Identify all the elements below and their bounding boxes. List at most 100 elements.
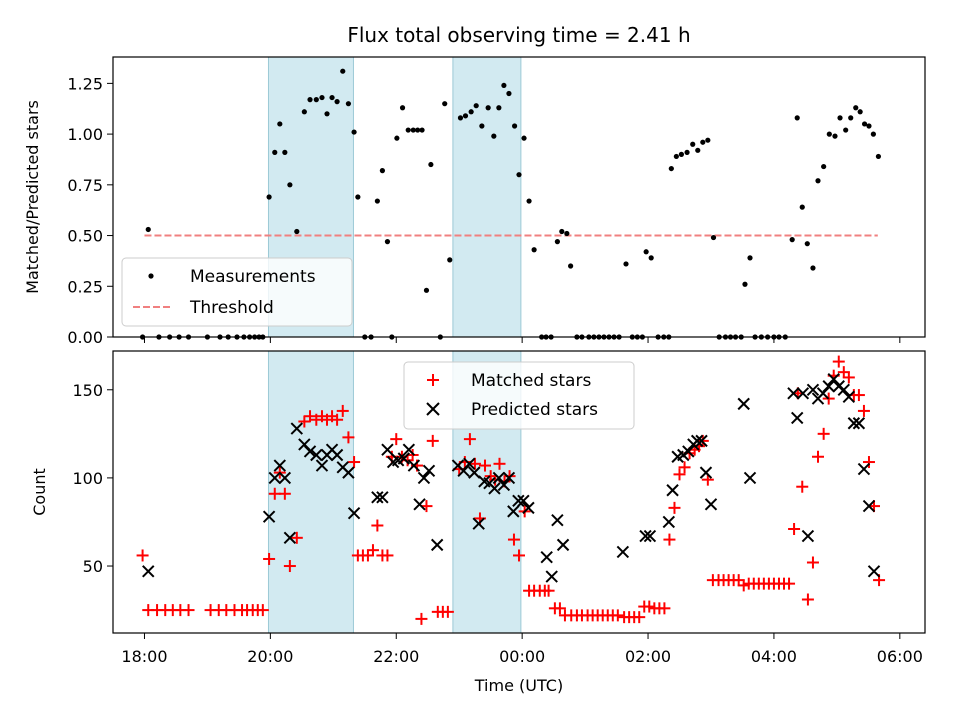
matched-point (463, 433, 476, 446)
matched-point (136, 549, 149, 562)
measurement-point (678, 151, 685, 157)
predicted-point (422, 464, 436, 478)
matched-point (278, 487, 291, 500)
measurement-point (334, 99, 340, 105)
measurement-point (447, 257, 453, 263)
measurement-point (695, 147, 701, 153)
predicted-point (704, 498, 718, 511)
predicted-point (556, 538, 570, 552)
matched-point (788, 523, 801, 536)
y-tick-label: 1.00 (67, 125, 103, 144)
measurement-point (832, 133, 838, 139)
predicted-point (639, 529, 652, 543)
predicted-point (699, 466, 713, 479)
bottom-y-axis-label: Count (30, 468, 49, 516)
matched-point (832, 355, 845, 368)
matched-point (842, 371, 855, 384)
matched-point (263, 552, 276, 565)
count-points (136, 355, 886, 625)
measurement-point (462, 113, 469, 119)
legend-threshold-label: Threshold (189, 298, 274, 318)
x-tick-label: 22:00 (373, 647, 419, 666)
predicted-point (347, 506, 361, 520)
predicted-point (376, 491, 389, 504)
matched-point (441, 605, 454, 618)
ratio-panel: 0.00 0.25 0.50 0.75 1.00 1.25 Matched/Predict… (23, 56, 926, 347)
measurement-point (307, 97, 313, 103)
measurement-point (266, 194, 272, 200)
measurement-point (668, 165, 674, 172)
measurement-point (511, 123, 518, 129)
predicted-point (517, 494, 530, 508)
measurement-point (870, 131, 876, 137)
measurement-point (747, 255, 753, 261)
matched-point (673, 468, 686, 481)
measurement-point (815, 178, 821, 184)
measurement-point (345, 101, 352, 107)
measurement-point (399, 105, 406, 111)
predicted-point (643, 529, 657, 543)
x-tick-label: 20:00 (247, 647, 293, 666)
measurement-point (313, 97, 319, 103)
measurement-point (145, 226, 151, 233)
measurement-point (415, 127, 421, 133)
measurement-point (866, 123, 872, 129)
measurement-point (501, 82, 507, 89)
predicted-point (666, 484, 679, 497)
predicted-point (497, 478, 511, 492)
matched-point (817, 427, 830, 440)
predicted-point (852, 417, 866, 430)
measurement-point (554, 239, 560, 245)
matched-point (298, 415, 311, 428)
measurement-point (564, 230, 570, 237)
top-y-axis-label: Matched/Predicted stars (23, 100, 42, 294)
matched-point (852, 389, 865, 402)
predicted-point (142, 565, 155, 578)
legend-measurements-label: Measurements (190, 267, 316, 287)
bottom-y-ticks: 50 100 150 (72, 381, 113, 576)
predicted-point (463, 457, 476, 471)
y-tick-label: 0.25 (67, 277, 103, 296)
measurement-point (294, 228, 300, 235)
predicted-point (806, 383, 820, 396)
measurement-point (351, 129, 357, 135)
predicted-point (551, 513, 564, 527)
measurement-point (442, 101, 448, 107)
measurement-point (821, 163, 827, 170)
predicted-point (837, 383, 851, 396)
bottom-legend-box (403, 361, 635, 430)
predicted-point (492, 471, 506, 485)
measurement-point (516, 172, 522, 178)
predicted-point (430, 538, 444, 552)
measurement-point (521, 135, 527, 141)
measurement-point (384, 239, 391, 245)
top-legend: Measurements Threshold (121, 257, 353, 327)
measurement-point (374, 198, 380, 204)
predicted-point (842, 390, 856, 404)
measurement-point (479, 123, 485, 129)
measurement-point (568, 263, 574, 269)
predicted-point (862, 499, 876, 513)
predicted-point (540, 551, 553, 564)
predicted-point (330, 448, 344, 462)
measurement-point (405, 127, 411, 133)
predicted-point (342, 466, 355, 479)
measurement-point (705, 137, 711, 143)
measurement-point (491, 133, 497, 139)
measurement-point (473, 103, 479, 109)
matched-point (366, 544, 379, 557)
measurement-point (526, 198, 532, 204)
measurement-point (531, 247, 537, 253)
predicted-point (682, 445, 695, 458)
matched-point (837, 366, 850, 379)
measurement-point (457, 115, 464, 121)
measurement-point (853, 105, 859, 111)
matched-point (290, 531, 303, 544)
predicted-point (397, 452, 411, 465)
predicted-point (371, 491, 384, 504)
observing-span (267, 350, 354, 634)
measurement-points (139, 68, 882, 340)
predicted-point (791, 411, 804, 425)
measurement-point (468, 109, 474, 115)
